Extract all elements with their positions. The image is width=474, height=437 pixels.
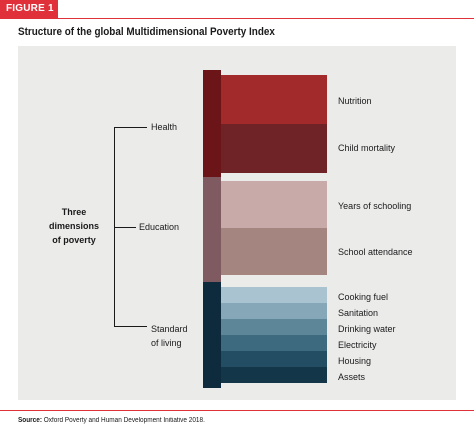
indicator-block-drinking-water xyxy=(221,319,327,335)
figure-title: Structure of the global Multidimensional… xyxy=(18,26,275,38)
indicator-block-nutrition xyxy=(221,75,327,124)
indicator-block-assets xyxy=(221,367,327,383)
dimension-label-standard-line-1: Standard xyxy=(151,324,188,334)
root-label: Three dimensions of poverty xyxy=(46,205,102,247)
indicator-label-drinking-water: Drinking water xyxy=(338,324,396,334)
dimension-label-standard-of-living: Standard of living xyxy=(151,322,188,350)
indicator-label-sanitation: Sanitation xyxy=(338,308,379,318)
dimension-block-education xyxy=(203,177,221,282)
bracket-tick-health xyxy=(114,127,147,128)
bracket-vertical xyxy=(114,127,115,326)
indicator-block-years-of-schooling xyxy=(221,181,327,228)
dimension-block-standard-of-living xyxy=(203,282,221,388)
dimension-label-education: Education xyxy=(139,222,180,232)
indicator-label-assets: Assets xyxy=(338,372,366,382)
source-label: Source: xyxy=(18,417,42,424)
figure-label: FIGURE 1 xyxy=(0,0,58,18)
dimension-label-standard-line-2: of living xyxy=(151,338,182,348)
source-text: Oxford Poverty and Human Development Ini… xyxy=(43,417,205,424)
indicator-block-school-attendance xyxy=(221,228,327,275)
bottom-divider xyxy=(0,410,474,411)
indicator-block-cooking-fuel xyxy=(221,287,327,303)
bracket-tick-standard xyxy=(114,326,147,327)
source-note: Source: Oxford Poverty and Human Develop… xyxy=(18,417,205,424)
indicator-block-sanitation xyxy=(221,303,327,319)
indicator-label-school-attendance: School attendance xyxy=(338,247,413,257)
dimension-label-health: Health xyxy=(151,122,178,132)
indicator-block-child-mortality xyxy=(221,124,327,173)
root-label-line-2: dimensions xyxy=(48,221,99,231)
indicator-label-electricity: Electricity xyxy=(338,340,377,350)
indicator-label-housing: Housing xyxy=(338,356,372,366)
bracket-tick-education xyxy=(114,227,136,228)
indicator-label-cooking-fuel: Cooking fuel xyxy=(338,292,389,302)
indicator-label-child-mortality: Child mortality xyxy=(338,143,396,153)
indicator-block-electricity xyxy=(221,335,327,351)
top-divider xyxy=(0,18,474,19)
indicator-block-housing xyxy=(221,351,327,367)
root-label-line-1: Three xyxy=(61,207,87,217)
indicator-label-nutrition: Nutrition xyxy=(338,96,372,106)
dimension-block-health xyxy=(203,70,221,177)
root-label-line-3: of poverty xyxy=(52,235,96,245)
indicator-label-years-of-schooling: Years of schooling xyxy=(338,201,412,211)
